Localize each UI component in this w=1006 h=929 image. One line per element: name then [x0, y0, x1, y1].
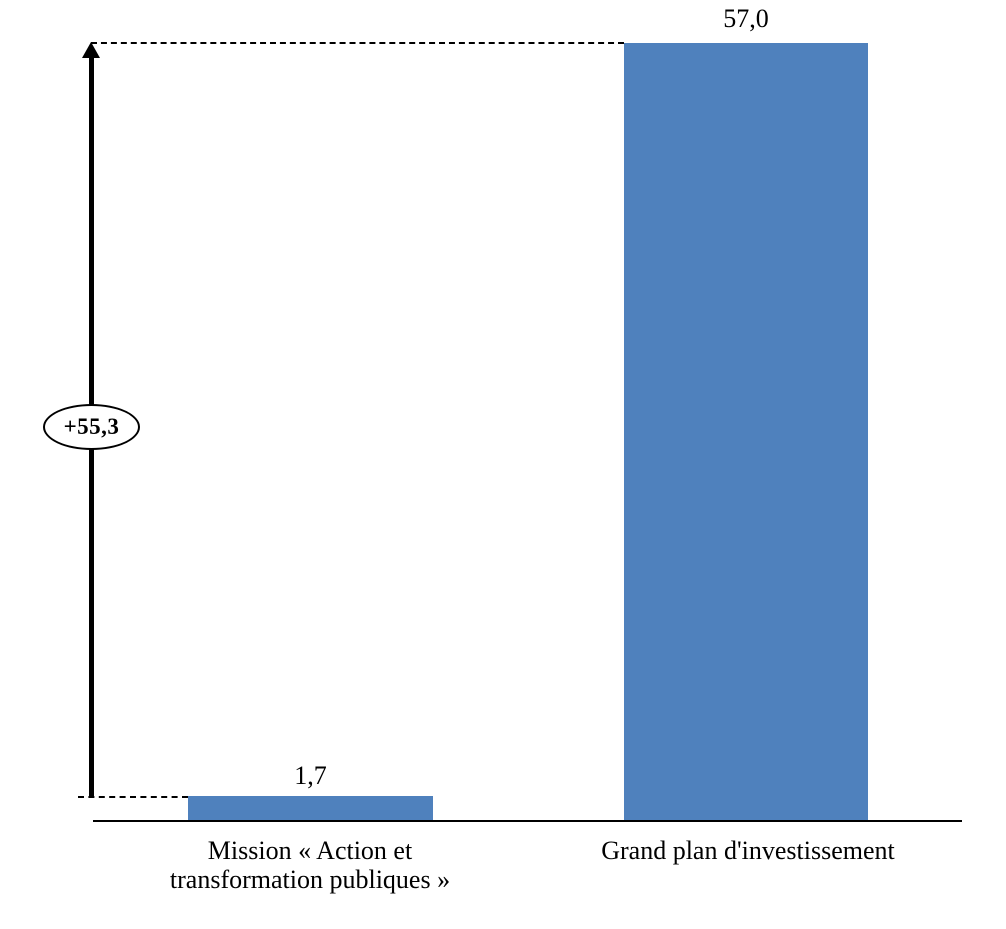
- difference-arrow-head-icon: [82, 42, 100, 58]
- category-label-mission: Mission « Action et transformation publi…: [169, 836, 451, 894]
- top-dashed-guide-line: [91, 42, 624, 44]
- category-label-grand-plan: Grand plan d'investissement: [601, 836, 895, 865]
- bar-mission-action-transformation: [188, 796, 433, 820]
- bar-grand-plan-investissement: [624, 43, 868, 820]
- bottom-dashed-guide-line: [78, 796, 188, 798]
- value-label-grand-plan: 57,0: [723, 4, 769, 33]
- value-label-mission: 1,7: [294, 761, 327, 790]
- difference-annotation-value: +55,3: [63, 414, 120, 439]
- x-axis-line: [93, 820, 962, 822]
- difference-annotation-ellipse: +55,3: [43, 404, 140, 450]
